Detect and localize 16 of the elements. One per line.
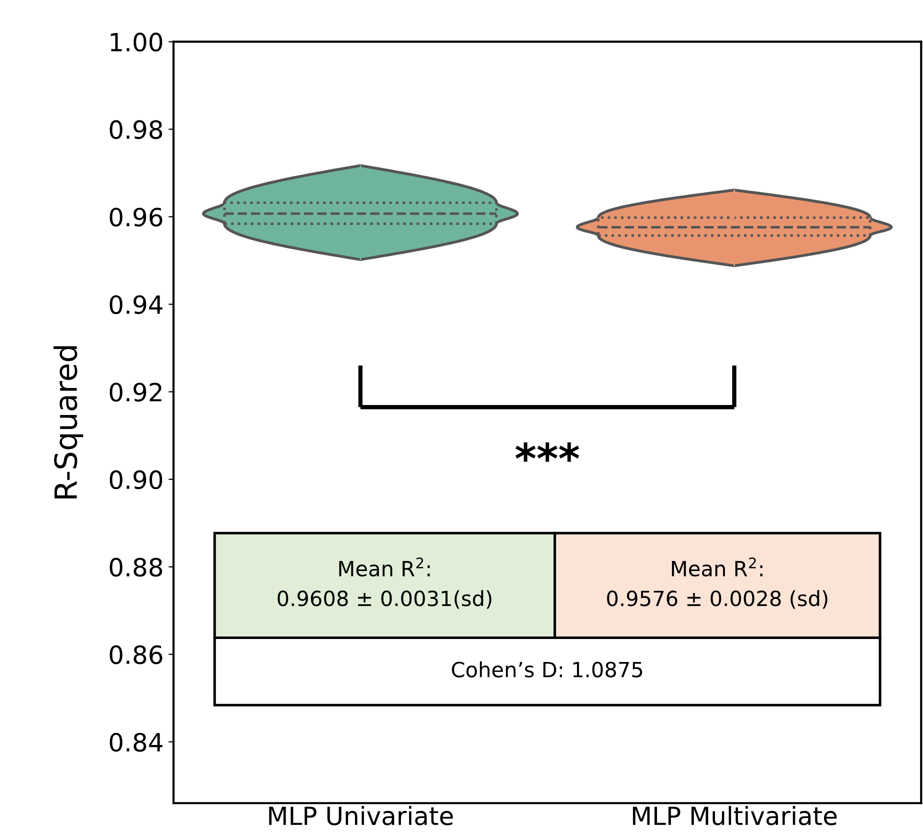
y-tick-label: 0.96 (110, 208, 162, 227)
y-tick-label: 0.98 (110, 120, 162, 140)
annotation: Cohen’s D: 1.0875 (452, 661, 642, 678)
y-tick-label: 0.90 (110, 470, 162, 490)
y-tick-label: 0.88 (110, 558, 162, 577)
y-tick-label: 0.84 (110, 732, 162, 752)
x-tick-label: MLP Univariate (269, 806, 453, 826)
annotation: Mean R$^{2}$: 0.9576 ± 0.0028 (sd) (607, 557, 828, 609)
y-tick-label: 1.00 (110, 32, 162, 52)
y-tick-label: 0.86 (110, 645, 162, 664)
y-tick-label: 0.92 (110, 382, 162, 402)
annotation: *** (515, 442, 580, 462)
x-tick-label: MLP Multivariate (632, 806, 837, 826)
annotation: Mean R$^{2}$: 0.9608 ± 0.0031(sd) (278, 557, 492, 609)
y-axis-title: R-Squared (54, 346, 84, 498)
y-tick-label: 0.94 (110, 295, 162, 314)
